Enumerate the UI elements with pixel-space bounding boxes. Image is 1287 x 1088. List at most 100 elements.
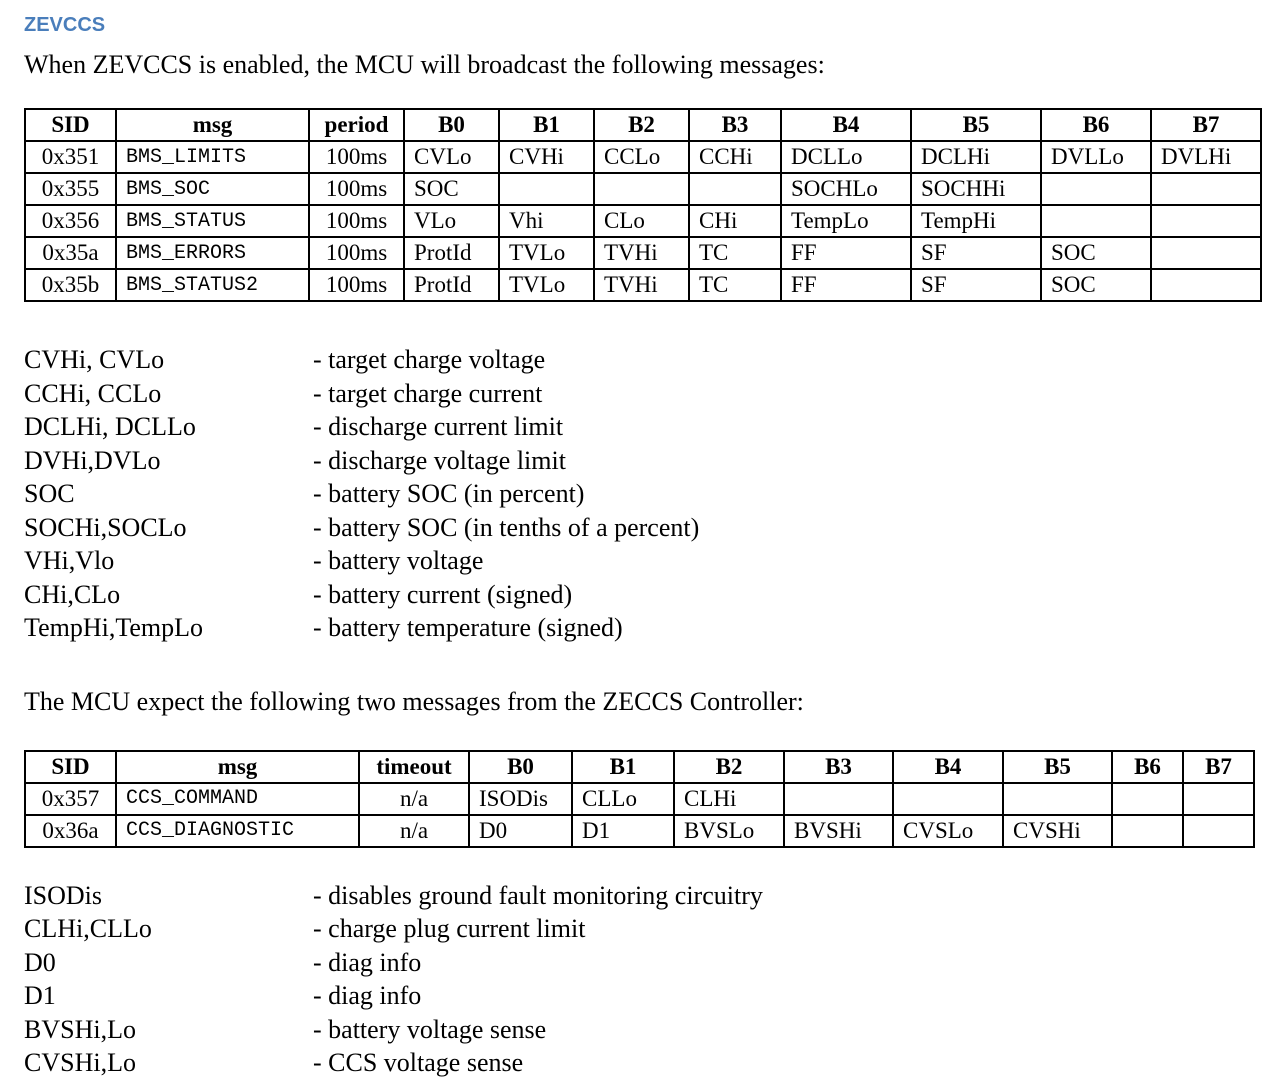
byte-cell: D0 bbox=[468, 813, 573, 848]
byte-cell: ISODis bbox=[468, 781, 573, 816]
msg-cell: BMS_STATUS2 bbox=[115, 268, 310, 302]
definition-row: BVSHi,Lo - battery voltage sense bbox=[24, 1013, 1263, 1047]
sid-cell: 0x35b bbox=[24, 268, 117, 302]
table-row: 0x351 BMS_LIMITS 100ms CVLo CVHi CCLo CCHi DCLL… bbox=[24, 140, 1262, 174]
definition-description: - discharge current limit bbox=[313, 412, 564, 441]
period-cell: 100ms bbox=[308, 140, 405, 174]
byte-cell: ProtId bbox=[403, 268, 500, 302]
byte-cell: TempHi bbox=[910, 204, 1042, 238]
header-row: SID msg timeout B0 B1 B2 B3 B4 B5 B6 B7 bbox=[24, 749, 1255, 784]
byte-cell: VLo bbox=[403, 204, 500, 238]
byte-cell bbox=[688, 172, 782, 206]
period-cell: 100ms bbox=[308, 172, 405, 206]
definition-row: CVHi, CVLo - target charge voltage bbox=[24, 343, 1263, 377]
column-header-b5: B5 bbox=[1002, 749, 1113, 784]
msg-cell: CCS_DIAGNOSTIC bbox=[115, 813, 360, 848]
definition-term: ISODis bbox=[24, 880, 103, 910]
header-row: SID msg period B0 B1 B2 B3 B4 B5 B6 B7 bbox=[24, 108, 1262, 142]
byte-cell: SOCHLo bbox=[780, 172, 912, 206]
definition-description: - discharge voltage limit bbox=[313, 445, 566, 475]
byte-cell bbox=[593, 172, 690, 206]
byte-cell bbox=[1150, 268, 1262, 302]
definition-row: CLHi,CLLo - charge plug current limit bbox=[24, 912, 1263, 946]
definition-term: DVHi,DVLo bbox=[24, 445, 161, 475]
byte-cell bbox=[1182, 781, 1255, 816]
byte-cell bbox=[1002, 781, 1113, 816]
period-cell: 100ms bbox=[308, 204, 405, 238]
byte-cell: CVHi bbox=[498, 140, 595, 174]
intro-paragraph: When ZEVCCS is enabled, the MCU will bro… bbox=[24, 50, 825, 79]
definition-term: CLHi,CLLo bbox=[24, 914, 152, 943]
byte-cell: SOCHHi bbox=[910, 172, 1042, 206]
definition-description: - diag info bbox=[313, 981, 422, 1010]
column-header-b0: B0 bbox=[468, 749, 573, 784]
definition-row: CCHi, CCLo - target charge current bbox=[24, 377, 1263, 411]
table-row: 0x35b BMS_STATUS2 100ms ProtId TVLo TVHi TC FF S… bbox=[24, 268, 1262, 302]
byte-cell: DCLLo bbox=[780, 140, 912, 174]
byte-cell: CVLo bbox=[403, 140, 500, 174]
byte-cell: TC bbox=[688, 236, 782, 270]
definition-description: - battery SOC (in tenths of a percent) bbox=[313, 512, 700, 542]
sid-cell: 0x355 bbox=[24, 172, 117, 206]
sid-cell: 0x356 bbox=[24, 204, 117, 238]
definition-description: - CCS voltage sense bbox=[313, 1048, 524, 1077]
definition-row: VHi,Vlo - battery voltage bbox=[24, 544, 1263, 578]
definition-description: - diag info bbox=[313, 947, 422, 977]
column-header-b7: B7 bbox=[1182, 749, 1255, 784]
byte-cell: CVSHi bbox=[1002, 813, 1113, 848]
byte-cell: BVSLo bbox=[673, 813, 785, 848]
table-row: 0x36a CCS_DIAGNOSTIC n/a D0 D1 BVSLo BVSHi CVSL… bbox=[24, 813, 1255, 848]
definition-row: SOC - battery SOC (in percent) bbox=[24, 477, 1263, 511]
msg-cell: BMS_ERRORS bbox=[115, 236, 310, 270]
column-header-b3: B3 bbox=[688, 108, 782, 142]
byte-cell bbox=[498, 172, 595, 206]
column-header-b2: B2 bbox=[593, 108, 690, 142]
broadcast-messages-table: SID msg period B0 B1 B2 B3 B4 B5 B6 B7 0x351 BMS_LIM… bbox=[24, 108, 1262, 302]
byte-cell bbox=[1150, 172, 1262, 206]
table-row: 0x35a BMS_ERRORS 100ms ProtId TVLo TVHi TC FF SF… bbox=[24, 236, 1262, 270]
byte-cell: CLo bbox=[593, 204, 690, 238]
definition-row: CHi,CLo - battery current (signed) bbox=[24, 578, 1263, 612]
column-header-b1: B1 bbox=[498, 108, 595, 142]
sid-cell: 0x35a bbox=[24, 236, 117, 270]
definition-description: - battery current (signed) bbox=[313, 579, 573, 609]
byte-cell: SOC bbox=[1040, 268, 1152, 302]
byte-cell: CLHi bbox=[673, 781, 785, 816]
table-row: 0x355 BMS_SOC 100ms SOC SOCHLo SOCHHi bbox=[24, 172, 1262, 206]
byte-cell: Vhi bbox=[498, 204, 595, 238]
definition-description: - target charge current bbox=[313, 378, 543, 408]
byte-cell: CVSLo bbox=[892, 813, 1004, 848]
byte-cell bbox=[892, 781, 1004, 816]
definition-description: - battery SOC (in percent) bbox=[313, 479, 585, 508]
byte-cell: TVHi bbox=[593, 236, 690, 270]
column-header-b6: B6 bbox=[1111, 749, 1184, 784]
byte-cell: SF bbox=[910, 236, 1042, 270]
table-row: 0x356 BMS_STATUS 100ms VLo Vhi CLo CHi TempLo Te… bbox=[24, 204, 1262, 238]
column-header-b6: B6 bbox=[1040, 108, 1152, 142]
definition-description: - disables ground fault monitoring circu… bbox=[313, 880, 763, 910]
period-cell: 100ms bbox=[308, 236, 405, 270]
timeout-cell: n/a bbox=[358, 813, 470, 848]
column-header-msg: msg bbox=[115, 749, 360, 784]
byte-cell: TVLo bbox=[498, 236, 595, 270]
definition-term: CVSHi,Lo bbox=[24, 1048, 136, 1077]
byte-cell: ProtId bbox=[403, 236, 500, 270]
definition-description: - charge plug current limit bbox=[313, 914, 586, 943]
byte-cell: BVSHi bbox=[783, 813, 894, 848]
definition-term: CVHi, CVLo bbox=[24, 345, 165, 374]
definition-term: TempHi,TempLo bbox=[24, 613, 204, 642]
byte-cell: DVLLo bbox=[1040, 140, 1152, 174]
signal-definitions-list-2: ISODis - disables ground fault monitoring… bbox=[24, 879, 1263, 1080]
byte-cell: CCHi bbox=[688, 140, 782, 174]
msg-cell: BMS_SOC bbox=[115, 172, 310, 206]
definition-row: ISODis - disables ground fault monitoring… bbox=[24, 879, 1263, 913]
byte-cell bbox=[1111, 781, 1184, 816]
sid-cell: 0x351 bbox=[24, 140, 117, 174]
definition-term: BVSHi,Lo bbox=[24, 1014, 136, 1044]
byte-cell bbox=[1111, 813, 1184, 848]
definition-term: VHi,Vlo bbox=[24, 546, 115, 575]
column-header-b4: B4 bbox=[780, 108, 912, 142]
definition-term: SOCHi,SOCLo bbox=[24, 512, 187, 542]
definition-term: DCLHi, DCLLo bbox=[24, 412, 196, 441]
definition-row: TempHi,TempLo - battery temperature (sign… bbox=[24, 611, 1263, 645]
